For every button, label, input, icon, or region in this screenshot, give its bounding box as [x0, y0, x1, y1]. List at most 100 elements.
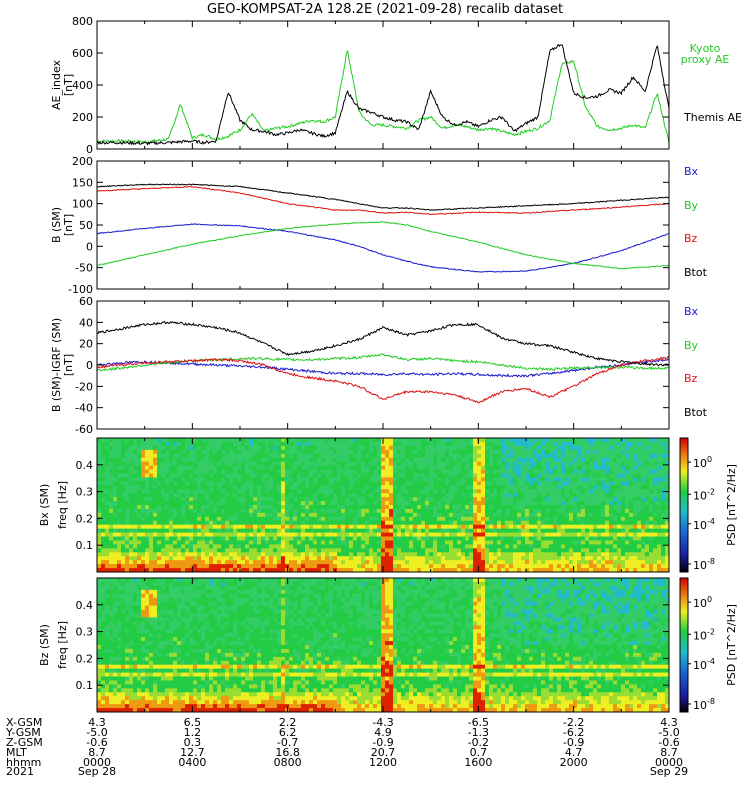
- panel-spec_bx-cell: [209, 533, 213, 537]
- panel-spec_bx-cell: [633, 442, 637, 446]
- panel-spec_bx-cell: [381, 466, 385, 470]
- panel-spec_bx-cell: [233, 450, 237, 454]
- panel-spec_bx-cell: [337, 446, 341, 450]
- panel-spec_bx-cell: [169, 438, 173, 442]
- panel-spec_bx-cell: [273, 533, 277, 537]
- panel-spec_bx-cell: [461, 481, 465, 485]
- panel-spec_bx-cell: [109, 497, 113, 501]
- panel-spec_bx-cell: [613, 513, 617, 517]
- panel-spec_bx-cell: [341, 505, 345, 509]
- panel-spec_bx-cell: [585, 458, 589, 462]
- panel-spec_bx-cell: [337, 489, 341, 493]
- panel-spec_bx-cell: [617, 485, 621, 489]
- panel-spec_bx-cell: [441, 442, 445, 446]
- panel-spec_bx-cell: [461, 438, 465, 442]
- panel-spec_bx-cell: [481, 485, 485, 489]
- panel-spec_bx-cell: [521, 513, 525, 517]
- panel-spec_bx-cell: [225, 458, 229, 462]
- panel-spec_bx-cell: [329, 466, 333, 470]
- panel-spec_bx-cell: [341, 544, 345, 548]
- panel-spec_bx-cell: [309, 481, 313, 485]
- panel-spec_bx-cell: [517, 470, 521, 474]
- panel-spec_bx-cell: [197, 489, 201, 493]
- panel-spec_bx-cell: [417, 540, 421, 544]
- panel-spec_bx-cell: [237, 446, 241, 450]
- panel-spec_bx-cell: [537, 462, 541, 466]
- panel-spec_bx-cell: [313, 521, 317, 525]
- panel-spec_bx-cell: [381, 462, 385, 466]
- panel-spec_bx-cell: [517, 450, 521, 454]
- panel-spec_bx-cell: [653, 540, 657, 544]
- panel-spec_bx-cell: [509, 540, 513, 544]
- panel-spec_bx-cell: [161, 489, 165, 493]
- panel-spec_bx-cell: [501, 529, 505, 533]
- panel-spec_bx-cell: [561, 485, 565, 489]
- panel-spec_bx-cell: [625, 450, 629, 454]
- panel-spec_bx-cell: [361, 513, 365, 517]
- panel-spec_bx-cell: [101, 497, 105, 501]
- panel-spec_bx-cell: [409, 505, 413, 509]
- panel-spec_bx-cell: [309, 525, 313, 529]
- panel-spec_bx-cell: [261, 438, 265, 442]
- panel-spec_bx-cell: [553, 501, 557, 505]
- panel-spec_bx-cell: [365, 501, 369, 505]
- panel-spec_bx-cell: [525, 533, 529, 537]
- panel-spec_bx-cell: [201, 470, 205, 474]
- panel-spec_bx-cell: [393, 485, 397, 489]
- panel-spec_bx-cell: [305, 564, 309, 568]
- panel-spec_bx-cell: [157, 493, 161, 497]
- panel-spec_bx-cell: [157, 477, 161, 481]
- panel-spec_bx-cell: [157, 552, 161, 556]
- panel-spec_bx-cell: [609, 458, 613, 462]
- panel-spec_bx-cell: [621, 485, 625, 489]
- panel-spec_bx-cell: [585, 521, 589, 525]
- panel-spec_bx-cell: [109, 529, 113, 533]
- panel-spec_bx-cell: [369, 458, 373, 462]
- panel-spec_bx-cell: [165, 556, 169, 560]
- panel-spec_bx-cell: [97, 564, 101, 568]
- panel-spec_bx-cell: [657, 537, 661, 541]
- panel-spec_bx-cell: [225, 454, 229, 458]
- panel-spec_bx-cell: [149, 501, 153, 505]
- panel-spec_bx-cell: [137, 446, 141, 450]
- panel-spec_bx-cell: [477, 540, 481, 544]
- panel-spec_bx-cell: [257, 473, 261, 477]
- panel-spec_bx-cell: [121, 497, 125, 501]
- panel-spec_bx-cell: [609, 525, 613, 529]
- panel-spec_bx-cell: [337, 466, 341, 470]
- panel-spec_bx-cell: [161, 481, 165, 485]
- panel-spec_bx-cell: [425, 537, 429, 541]
- panel-spec_bx-cell: [341, 446, 345, 450]
- panel-spec_bx-cell: [381, 489, 385, 493]
- panel-spec_bx-cell: [137, 513, 141, 517]
- panel-spec_bx-cell: [629, 560, 633, 564]
- panel-spec_bx-cell: [525, 489, 529, 493]
- panel-spec_bx-cell: [593, 533, 597, 537]
- panel-spec_bx-cell: [257, 525, 261, 529]
- panel-spec_bx-cell: [413, 517, 417, 521]
- panel-spec_bx-cell: [265, 533, 269, 537]
- panel-spec_bx-cell: [429, 462, 433, 466]
- panel-spec_bx-cell: [553, 537, 557, 541]
- panel-spec_bx-cell: [293, 540, 297, 544]
- panel-spec_bx-cell: [617, 477, 621, 481]
- panel-spec_bx-cell: [301, 556, 305, 560]
- panel-spec_bx-cell: [509, 454, 513, 458]
- panel-spec_bx-cell: [145, 513, 149, 517]
- panel-spec_bx-cell: [201, 552, 205, 556]
- panel-spec_bx-cell: [345, 560, 349, 564]
- panel-spec_bx-cell: [105, 540, 109, 544]
- panel-spec_bx-cell: [309, 454, 313, 458]
- panel-spec_bx-cell: [589, 446, 593, 450]
- panel-spec_bx-cell: [117, 501, 121, 505]
- panel-spec_bx-cell: [629, 501, 633, 505]
- panel-spec_bx-cell: [545, 540, 549, 544]
- panel-spec_bx-cell: [141, 458, 145, 462]
- panel-spec_bx-cell: [461, 560, 465, 564]
- panel-spec_bx-cell: [205, 544, 209, 548]
- panel-spec_bx-cell: [101, 473, 105, 477]
- panel-spec_bx-cell: [421, 525, 425, 529]
- panel-spec_bx-cell: [109, 450, 113, 454]
- panel-spec_bx-cell: [633, 489, 637, 493]
- panel-spec_bx-cell: [493, 560, 497, 564]
